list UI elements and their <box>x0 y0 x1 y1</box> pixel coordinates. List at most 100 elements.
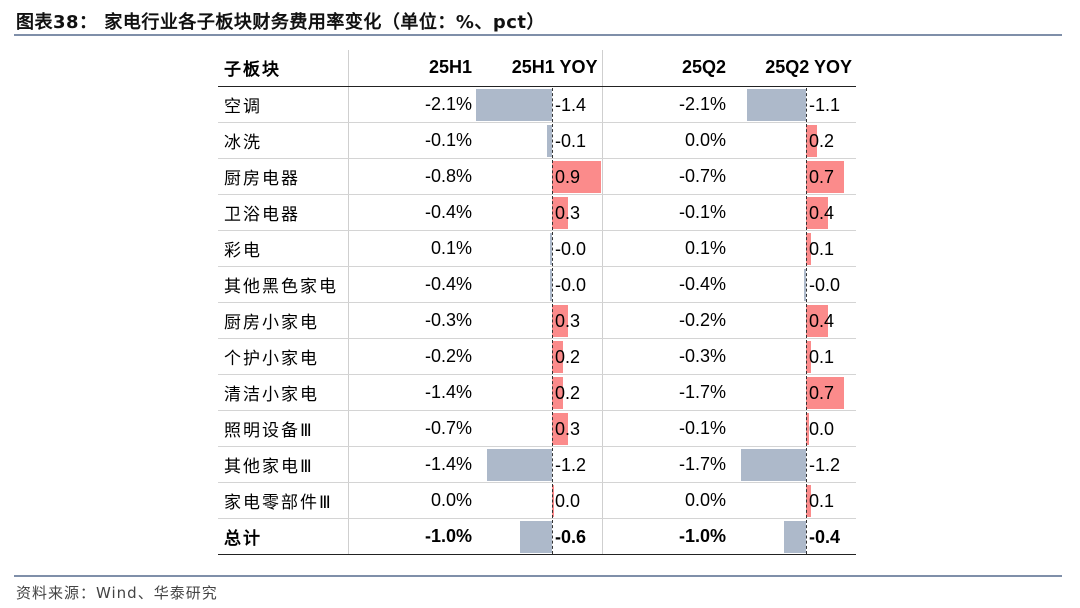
h1-ratio: -1.0% <box>348 518 476 555</box>
positive-yoy-bar <box>806 160 844 193</box>
yoy-value: -1.2 <box>809 454 841 475</box>
yoy-value: -0.0 <box>809 274 841 295</box>
yoy-value: 0.7 <box>809 166 835 187</box>
zero-axis-line <box>806 87 807 122</box>
zero-axis-line <box>806 231 807 266</box>
positive-yoy-bar <box>806 196 828 229</box>
q2-yoy-cell: -1.2 <box>730 446 856 483</box>
subsector-name: 冰洗 <box>218 122 349 159</box>
zero-axis-line <box>806 159 807 194</box>
yoy-value: -1.1 <box>809 94 841 115</box>
yoy-value: 0.1 <box>809 346 835 367</box>
subsector-name: 照明设备Ⅲ <box>218 410 349 447</box>
positive-yoy-bar <box>806 412 809 445</box>
h1-yoy-cell: 0.3 <box>476 302 603 339</box>
table-row: 空调 -2.1% -1.4 -2.1% -1.1 <box>218 86 856 123</box>
h1-yoy-cell: 0.3 <box>476 410 603 447</box>
table-row: 厨房小家电 -0.3% 0.3 -0.2% 0.4 <box>218 302 856 339</box>
yoy-value: 0.1 <box>809 238 835 259</box>
table-row: 清洁小家电 -1.4% 0.2 -1.7% 0.7 <box>218 374 856 411</box>
table-row: 家电零部件Ⅲ 0.0% 0.0 0.0% 0.1 <box>218 482 856 519</box>
zero-axis-line <box>806 375 807 410</box>
q2-yoy-cell: -0.0 <box>730 266 856 303</box>
subsector-name: 厨房小家电 <box>218 302 349 339</box>
positive-yoy-bar <box>552 196 569 229</box>
source-note: 资料来源：Wind、华泰研究 <box>16 584 218 602</box>
yoy-value: 0.0 <box>809 418 835 439</box>
h1-ratio: 0.1% <box>348 230 476 267</box>
zero-axis-line <box>806 411 807 446</box>
yoy-value: 0.4 <box>809 202 835 223</box>
positive-yoy-bar <box>806 376 844 409</box>
positive-yoy-bar <box>552 376 563 409</box>
zero-axis-line <box>552 267 553 302</box>
yoy-value: -0.1 <box>555 130 587 151</box>
q2-yoy-cell: 0.0 <box>730 410 856 447</box>
h1-yoy-cell: 0.3 <box>476 194 603 231</box>
financial-expense-table: 子板块 25H1 25H1 YOY 25Q2 25Q2 YOY 空调 -2.1% -… <box>218 50 856 555</box>
positive-yoy-bar <box>552 484 554 517</box>
zero-axis-line <box>806 483 807 518</box>
q2-ratio: -0.1% <box>602 410 730 447</box>
zero-axis-line <box>806 195 807 230</box>
yoy-value: 0.9 <box>555 166 581 187</box>
q2-yoy-cell: 0.2 <box>730 122 856 159</box>
yoy-value: 0.3 <box>555 310 581 331</box>
yoy-value: -0.0 <box>555 238 587 259</box>
subsector-name: 其他黑色家电 <box>218 266 349 303</box>
h1-yoy-cell: -0.1 <box>476 122 603 159</box>
h1-yoy-cell: 0.0 <box>476 482 603 519</box>
title-rule <box>14 34 1062 36</box>
yoy-value: 0.3 <box>555 418 581 439</box>
zero-axis-line <box>806 267 807 302</box>
header-25q2: 25Q2 <box>602 50 730 87</box>
header-25h1: 25H1 <box>348 50 476 87</box>
q2-ratio: -0.4% <box>602 266 730 303</box>
table-row: 冰洗 -0.1% -0.1 0.0% 0.2 <box>218 122 856 159</box>
positive-yoy-bar <box>552 160 601 193</box>
zero-axis-line <box>806 303 807 338</box>
h1-ratio: -0.2% <box>348 338 476 375</box>
h1-ratio: -0.3% <box>348 302 476 339</box>
h1-yoy-cell: -0.6 <box>476 518 603 555</box>
negative-yoy-bar <box>546 124 552 157</box>
zero-axis-line <box>806 519 807 554</box>
q2-yoy-cell: -0.4 <box>730 518 856 555</box>
table-row: 个护小家电 -0.2% 0.2 -0.3% 0.1 <box>218 338 856 375</box>
positive-yoy-bar <box>552 304 569 337</box>
yoy-value: 0.1 <box>809 490 835 511</box>
q2-yoy-cell: 0.7 <box>730 374 856 411</box>
positive-yoy-bar <box>806 340 812 373</box>
total-row: 总计 -1.0% -0.6 -1.0% -0.4 <box>218 518 856 555</box>
q2-yoy-cell: 0.1 <box>730 482 856 519</box>
h1-yoy-cell: 0.2 <box>476 338 603 375</box>
h1-ratio: -0.4% <box>348 266 476 303</box>
h1-ratio: -1.4% <box>348 446 476 483</box>
table-row: 照明设备Ⅲ -0.7% 0.3 -0.1% 0.0 <box>218 410 856 447</box>
negative-yoy-bar <box>487 448 552 481</box>
yoy-value: 0.2 <box>555 382 581 403</box>
q2-ratio: -0.2% <box>602 302 730 339</box>
q2-ratio: 0.1% <box>602 230 730 267</box>
h1-ratio: -0.7% <box>348 410 476 447</box>
negative-yoy-bar <box>519 520 552 553</box>
subsector-name: 清洁小家电 <box>218 374 349 411</box>
q2-ratio: -0.1% <box>602 194 730 231</box>
table-row: 其他黑色家电 -0.4% -0.0 -0.4% -0.0 <box>218 266 856 303</box>
yoy-value: 0.4 <box>809 310 835 331</box>
positive-yoy-bar <box>806 232 812 265</box>
subsector-name: 个护小家电 <box>218 338 349 375</box>
table-row: 卫浴电器 -0.4% 0.3 -0.1% 0.4 <box>218 194 856 231</box>
yoy-value: -0.0 <box>555 274 587 295</box>
q2-yoy-cell: 0.1 <box>730 338 856 375</box>
zero-axis-line <box>806 447 807 482</box>
positive-yoy-bar <box>806 484 812 517</box>
zero-axis-line <box>552 123 553 158</box>
zero-axis-line <box>552 231 553 266</box>
yoy-value: 0.7 <box>809 382 835 403</box>
zero-axis-line <box>552 87 553 122</box>
subsector-name: 彩电 <box>218 230 349 267</box>
subsector-name: 其他家电Ⅲ <box>218 446 349 483</box>
h1-yoy-cell: 0.9 <box>476 158 603 195</box>
q2-yoy-cell: 0.4 <box>730 302 856 339</box>
